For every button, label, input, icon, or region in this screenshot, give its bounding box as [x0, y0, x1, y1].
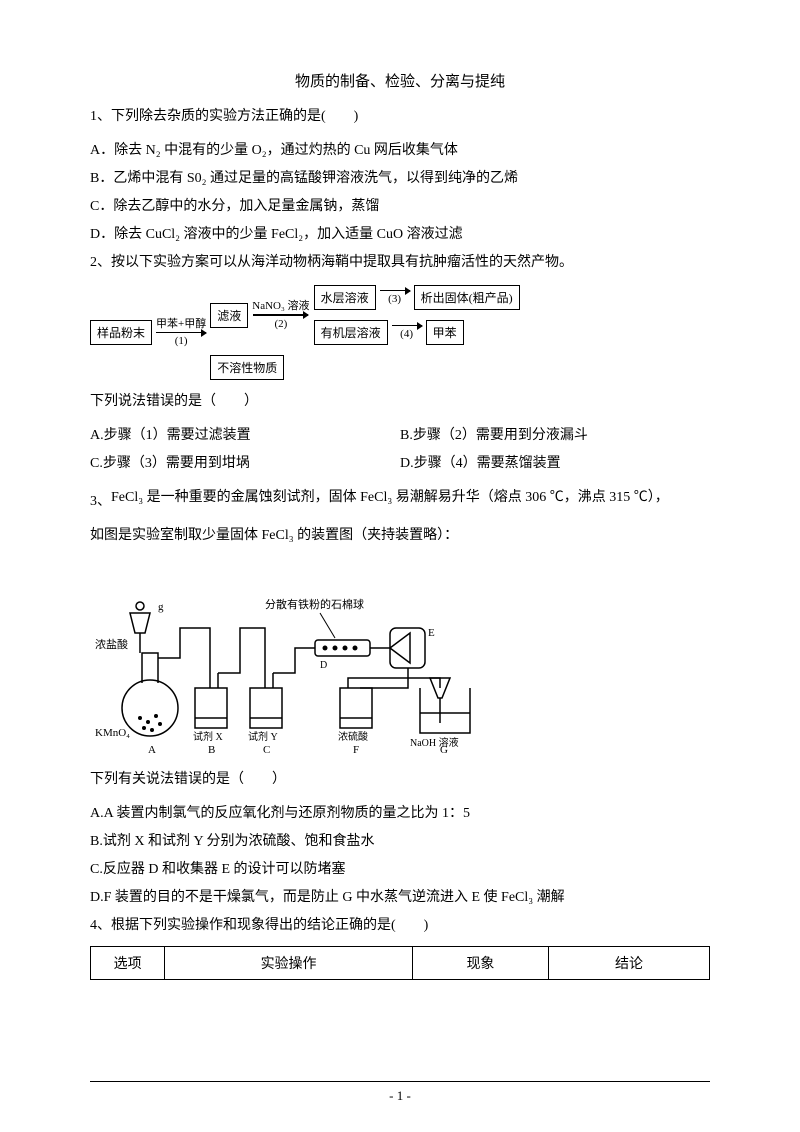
fc-filtrate: 滤液	[210, 303, 248, 328]
q3-prefix: 3、	[90, 494, 111, 509]
q3-optB: B.试剂 X 和试剂 Y 分别为浓硫酸、饱和食盐水	[90, 828, 710, 856]
label-C: C	[263, 744, 270, 756]
arrow-icon	[156, 332, 206, 334]
th-conclusion: 结论	[549, 946, 710, 979]
label-A: A	[148, 744, 156, 756]
q2-optA: A.步骤（1）需要过滤装置	[90, 422, 400, 450]
fc-insoluble: 不溶性物质	[210, 355, 284, 380]
fc-step1-bot: (1)	[175, 335, 188, 347]
fc-step2-bot: (2)	[274, 318, 287, 330]
table-row: 选项 实验操作 现象 结论	[91, 946, 710, 979]
page-number: - 1 -	[0, 1088, 800, 1104]
fc-step4: (4)	[400, 328, 413, 340]
q2-optB: B.步骤（2）需要用到分液漏斗	[400, 422, 710, 450]
fc-start: 样品粉末	[90, 320, 152, 345]
q2-stem: 2、按以下实验方案可以从海洋动物柄海鞘中提取具有抗肿瘤活性的天然产物。	[90, 249, 710, 277]
fc-organic: 有机层溶液	[314, 320, 388, 345]
label-D: D	[320, 660, 327, 671]
label-B: B	[208, 744, 215, 756]
q2-sub: 下列说法错误的是（ ）	[90, 388, 710, 416]
label-E: E	[428, 627, 435, 639]
label-naoh: NaOH 溶液	[410, 736, 459, 749]
q1-optC: C．除去乙醇中的水分，加入足量金属钠，蒸馏	[90, 193, 710, 221]
q2-flowchart: 样品粉末 甲苯+甲醇 (1) 滤液 NaNO₃ 溶液 (2) 水层溶液	[90, 285, 710, 380]
footer-divider	[90, 1081, 710, 1082]
label-reagentY: 试剂 Y	[248, 730, 278, 743]
th-operation: 实验操作	[165, 946, 413, 979]
fc-toluene: 甲苯	[426, 320, 464, 345]
q4-stem: 4、根据下列实验操作和现象得出的结论正确的是( )	[90, 912, 710, 940]
label-reagentX: 试剂 X	[193, 730, 223, 743]
q2-optD: D.步骤（4）需要蒸馏装置	[400, 450, 710, 478]
q3-stem2: 如图是实验室制取少量固体 FeCl₃ 的装置图（夹持装置略）：	[90, 522, 710, 550]
q3-apparatus-diagram: g	[90, 558, 510, 758]
q1-optD: D．除去 CuCl₂ 溶液中的少量 FeCl₂，加入适量 CuO 溶液过滤	[90, 221, 710, 249]
fc-step2-top: NaNO₃ 溶液	[252, 300, 309, 312]
fc-aqueous: 水层溶液	[314, 285, 376, 310]
q2-optC: C.步骤（3）需要用到坩埚	[90, 450, 400, 478]
th-phenomenon: 现象	[412, 946, 548, 979]
q3-optC: C.反应器 D 和收集器 E 的设计可以防堵塞	[90, 856, 710, 884]
label-kmno4: KMnO₄	[95, 727, 130, 739]
q3-stem1: 3、FeCl₃ 是一种重要的金属蚀刻试剂，固体 FeCl₃ 易潮解易升华（熔点 …	[90, 484, 710, 516]
arrow-icon	[253, 314, 308, 316]
svg-text:g: g	[158, 601, 164, 613]
arrow-icon	[380, 290, 410, 292]
fc-product: 析出固体(粗产品)	[414, 285, 520, 310]
q1-stem: 1、下列除去杂质的实验方法正确的是( )	[90, 103, 710, 131]
fc-step3: (3)	[388, 293, 401, 305]
page-content: 物质的制备、检验、分离与提纯 1、下列除去杂质的实验方法正确的是( ) A．除去…	[0, 0, 800, 1020]
fc-step1-top: 甲苯+甲醇	[156, 318, 206, 330]
q4-table: 选项 实验操作 现象 结论	[90, 946, 710, 980]
arrow-icon	[392, 325, 422, 327]
label-F: F	[353, 744, 359, 756]
label-h2so4: 浓硫酸	[338, 730, 368, 743]
page-title: 物质的制备、检验、分离与提纯	[90, 70, 710, 91]
q1-optA: A．除去 N₂ 中混有的少量 O₂，通过灼热的 Cu 网后收集气体	[90, 137, 710, 165]
q3-optD: D.F 装置的目的不是干燥氯气，而是防止 G 中水蒸气逆流进入 E 使 FeCl…	[90, 884, 710, 912]
q3-sub: 下列有关说法错误的是（ ）	[90, 766, 710, 794]
label-hcl: 浓盐酸	[95, 637, 128, 651]
q1-optB: B．乙烯中混有 S0₂ 通过足量的高锰酸钾溶液洗气，以得到纯净的乙烯	[90, 165, 710, 193]
label-iron: 分散有铁粉的石棉球	[265, 597, 364, 611]
th-option: 选项	[91, 946, 165, 979]
q3-optA: A.A 装置内制氯气的反应氧化剂与还原剂物质的量之比为 1：5	[90, 800, 710, 828]
